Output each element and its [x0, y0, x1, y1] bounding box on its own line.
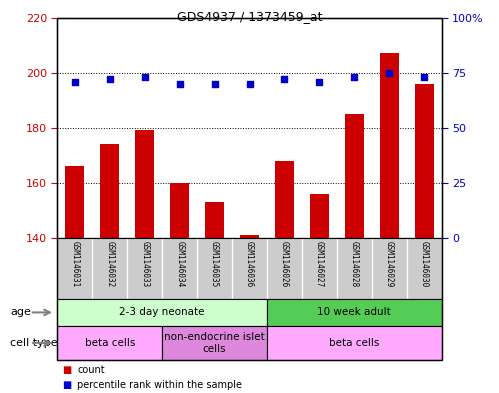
- Bar: [240, 235, 259, 238]
- Text: GSM1146031: GSM1146031: [70, 241, 79, 287]
- Point: [350, 74, 358, 80]
- Bar: [275, 161, 294, 238]
- Text: ■: ■: [62, 380, 72, 389]
- Text: GSM1146033: GSM1146033: [140, 241, 149, 287]
- Bar: [57, 326, 162, 360]
- Text: cell type: cell type: [10, 338, 57, 348]
- Text: age: age: [10, 307, 31, 318]
- Text: 2-3 day neonate: 2-3 day neonate: [119, 307, 205, 318]
- Bar: [205, 202, 224, 238]
- Bar: [65, 166, 84, 238]
- Text: percentile rank within the sample: percentile rank within the sample: [77, 380, 243, 389]
- Text: GSM1146029: GSM1146029: [385, 241, 394, 287]
- Bar: [170, 183, 189, 238]
- Point: [385, 70, 393, 76]
- Bar: [162, 326, 267, 360]
- Point: [280, 76, 288, 83]
- Text: GSM1146034: GSM1146034: [175, 241, 184, 287]
- Point: [315, 78, 323, 84]
- Text: GSM1146026: GSM1146026: [280, 241, 289, 287]
- Text: beta cells: beta cells: [329, 338, 379, 348]
- Text: count: count: [77, 365, 105, 375]
- Text: GSM1146030: GSM1146030: [420, 241, 429, 287]
- Text: ■: ■: [62, 365, 72, 375]
- Text: GDS4937 / 1373459_at: GDS4937 / 1373459_at: [177, 10, 322, 23]
- Text: non-endocrine islet
cells: non-endocrine islet cells: [164, 332, 265, 354]
- Text: GSM1146036: GSM1146036: [245, 241, 254, 287]
- Bar: [135, 130, 154, 238]
- Point: [420, 74, 428, 80]
- Bar: [345, 114, 364, 238]
- Point: [211, 81, 219, 87]
- Point: [176, 81, 184, 87]
- Bar: [380, 53, 399, 238]
- Point: [106, 76, 114, 83]
- Text: 10 week adult: 10 week adult: [317, 307, 391, 318]
- Point: [71, 78, 79, 84]
- Bar: [267, 299, 442, 326]
- Bar: [100, 144, 119, 238]
- Text: beta cells: beta cells: [85, 338, 135, 348]
- Bar: [57, 299, 267, 326]
- Text: GSM1146032: GSM1146032: [105, 241, 114, 287]
- Text: GSM1146035: GSM1146035: [210, 241, 219, 287]
- Bar: [267, 326, 442, 360]
- Text: GSM1146027: GSM1146027: [315, 241, 324, 287]
- Point: [246, 81, 253, 87]
- Text: GSM1146028: GSM1146028: [350, 241, 359, 287]
- Bar: [415, 84, 434, 238]
- Point: [141, 74, 149, 80]
- Bar: [310, 194, 329, 238]
